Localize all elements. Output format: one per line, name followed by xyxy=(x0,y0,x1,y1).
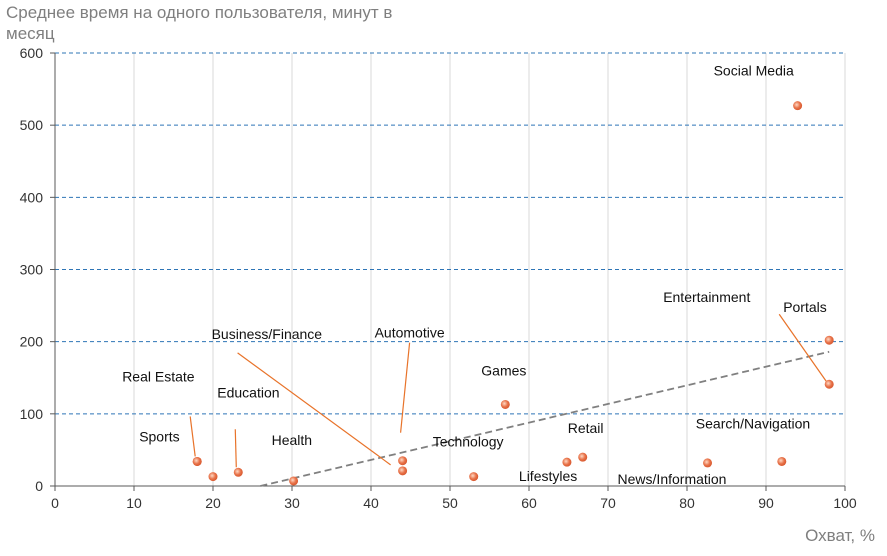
data-point xyxy=(500,399,510,409)
data-point xyxy=(289,476,299,486)
y-tick-label: 500 xyxy=(20,117,44,133)
leader-line xyxy=(237,352,391,466)
x-tick-label: 30 xyxy=(284,495,300,511)
leader-line xyxy=(400,342,411,433)
data-point xyxy=(398,456,408,466)
data-point xyxy=(777,456,787,466)
x-tick-label: 100 xyxy=(833,495,857,511)
x-tick-label: 40 xyxy=(363,495,379,511)
data-point xyxy=(469,472,479,482)
leader-line xyxy=(189,416,196,457)
y-tick-label: 300 xyxy=(20,262,44,278)
x-tick-label: 0 xyxy=(51,495,59,511)
point-label: Search/Navigation xyxy=(696,415,810,431)
data-point xyxy=(233,467,243,477)
x-tick-label: 70 xyxy=(600,495,616,511)
data-point xyxy=(824,335,834,345)
data-point xyxy=(793,101,803,111)
y-tick-label: 600 xyxy=(20,45,44,61)
point-label: Games xyxy=(481,362,526,378)
point-label: Lifestyles xyxy=(519,468,577,484)
point-label: Technology xyxy=(433,434,504,450)
x-tick-label: 60 xyxy=(521,495,537,511)
point-label: Education xyxy=(217,384,279,400)
point-label: Automotive xyxy=(375,325,445,341)
point-label: Entertainment xyxy=(663,289,750,305)
x-axis-title: Охват, % xyxy=(805,526,875,545)
data-point xyxy=(192,456,202,466)
x-tick-label: 10 xyxy=(126,495,142,511)
y-tick-label: 100 xyxy=(20,406,44,422)
x-tick-label: 90 xyxy=(758,495,774,511)
data-point xyxy=(578,452,588,462)
x-tick-label: 50 xyxy=(442,495,458,511)
trend-line xyxy=(260,350,830,487)
leader-line xyxy=(234,429,237,468)
y-tick-label: 0 xyxy=(35,478,43,494)
y-tick-label: 200 xyxy=(20,334,44,350)
y-tick-label: 400 xyxy=(20,189,44,205)
data-point xyxy=(208,472,218,482)
x-tick-label: 80 xyxy=(679,495,695,511)
point-label: Real Estate xyxy=(122,368,195,384)
point-label: Business/Finance xyxy=(212,326,323,342)
data-point xyxy=(398,466,408,476)
point-label: Social Media xyxy=(714,63,794,79)
data-point xyxy=(562,457,572,467)
point-label: Health xyxy=(272,432,312,448)
data-point xyxy=(703,458,713,468)
point-label: News/Information xyxy=(618,471,727,487)
y-axis-title: Среднее время на одного пользователя, ми… xyxy=(6,3,393,43)
data-point xyxy=(824,379,834,389)
point-label: Sports xyxy=(139,428,179,444)
x-tick-label: 20 xyxy=(205,495,221,511)
leader-line xyxy=(778,313,827,382)
point-label: Portals xyxy=(783,299,827,315)
point-label: Retail xyxy=(568,420,604,436)
